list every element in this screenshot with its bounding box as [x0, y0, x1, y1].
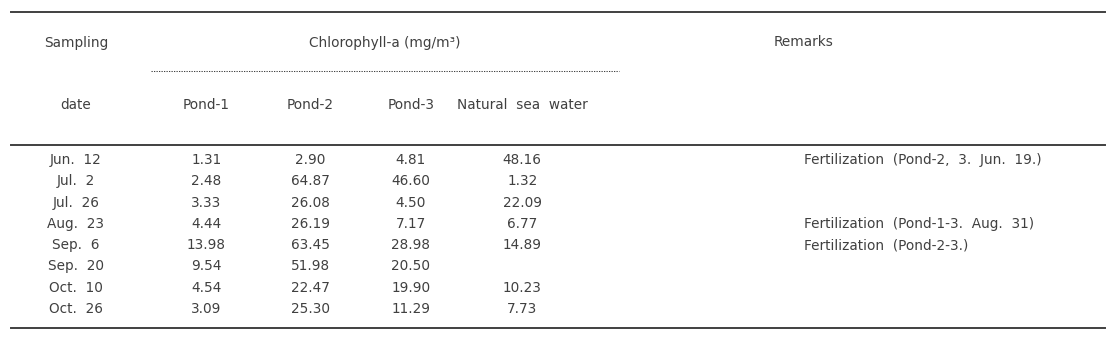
- Text: 10.23: 10.23: [503, 281, 541, 295]
- Text: Jun.  12: Jun. 12: [50, 153, 102, 167]
- Text: 7.17: 7.17: [395, 217, 426, 231]
- Text: 26.08: 26.08: [291, 196, 329, 210]
- Text: 20.50: 20.50: [392, 259, 430, 273]
- Text: Oct.  26: Oct. 26: [49, 302, 103, 316]
- Text: Aug.  23: Aug. 23: [47, 217, 105, 231]
- Text: 2.48: 2.48: [191, 174, 222, 188]
- Text: 13.98: 13.98: [187, 238, 225, 252]
- Text: 3.33: 3.33: [191, 196, 222, 210]
- Text: date: date: [60, 98, 92, 113]
- Text: 4.81: 4.81: [395, 153, 426, 167]
- Text: 1.31: 1.31: [191, 153, 222, 167]
- Text: Fertilization  (Pond-1-3.  Aug.  31): Fertilization (Pond-1-3. Aug. 31): [804, 217, 1033, 231]
- Text: 3.09: 3.09: [191, 302, 222, 316]
- Text: Sampling: Sampling: [44, 35, 108, 50]
- Text: 11.29: 11.29: [392, 302, 430, 316]
- Text: Oct.  10: Oct. 10: [49, 281, 103, 295]
- Text: Fertilization  (Pond-2-3.): Fertilization (Pond-2-3.): [804, 238, 968, 252]
- Text: 64.87: 64.87: [291, 174, 329, 188]
- Text: 28.98: 28.98: [392, 238, 430, 252]
- Text: Remarks: Remarks: [773, 35, 834, 50]
- Text: 48.16: 48.16: [503, 153, 541, 167]
- Text: 4.44: 4.44: [191, 217, 222, 231]
- Text: 6.77: 6.77: [507, 217, 538, 231]
- Text: 14.89: 14.89: [503, 238, 541, 252]
- Text: Sep.  20: Sep. 20: [48, 259, 104, 273]
- Text: 2.90: 2.90: [295, 153, 326, 167]
- Text: Pond-3: Pond-3: [387, 98, 434, 113]
- Text: 46.60: 46.60: [392, 174, 430, 188]
- Text: 26.19: 26.19: [291, 217, 329, 231]
- Text: Jul.  26: Jul. 26: [52, 196, 99, 210]
- Text: Natural  sea  water: Natural sea water: [456, 98, 588, 113]
- Text: 22.47: 22.47: [291, 281, 329, 295]
- Text: Pond-1: Pond-1: [183, 98, 230, 113]
- Text: 25.30: 25.30: [291, 302, 329, 316]
- Text: Fertilization  (Pond-2,  3.  Jun.  19.): Fertilization (Pond-2, 3. Jun. 19.): [804, 153, 1041, 167]
- Text: 7.73: 7.73: [507, 302, 538, 316]
- Text: 51.98: 51.98: [290, 259, 330, 273]
- Text: 19.90: 19.90: [391, 281, 431, 295]
- Text: Chlorophyll-a (mg/m³): Chlorophyll-a (mg/m³): [309, 35, 461, 50]
- Text: 9.54: 9.54: [191, 259, 222, 273]
- Text: Jul.  2: Jul. 2: [57, 174, 95, 188]
- Text: Pond-2: Pond-2: [287, 98, 334, 113]
- Text: 4.50: 4.50: [395, 196, 426, 210]
- Text: Sep.  6: Sep. 6: [52, 238, 99, 252]
- Text: 4.54: 4.54: [191, 281, 222, 295]
- Text: 22.09: 22.09: [503, 196, 541, 210]
- Text: 63.45: 63.45: [291, 238, 329, 252]
- Text: 1.32: 1.32: [507, 174, 538, 188]
